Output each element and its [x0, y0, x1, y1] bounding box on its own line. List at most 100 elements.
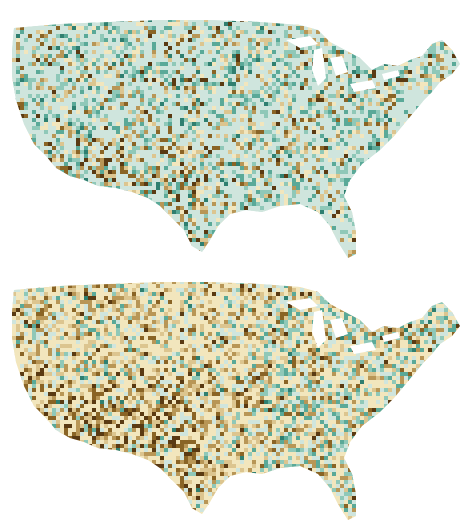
county-cell	[380, 142, 384, 146]
county-cell	[44, 150, 48, 154]
county-cell	[180, 66, 184, 70]
county-cell	[144, 122, 148, 126]
county-cell	[108, 154, 112, 158]
county-cell	[408, 106, 412, 110]
county-cell	[424, 118, 432, 122]
county-cell	[416, 66, 420, 70]
county-cell	[48, 22, 52, 26]
county-cell	[20, 82, 24, 86]
county-cell	[52, 126, 56, 130]
county-cell	[432, 154, 436, 158]
county-cell	[220, 174, 224, 178]
county-cell	[228, 58, 232, 62]
county-cell	[332, 22, 336, 26]
county-cell	[112, 170, 116, 174]
county-cell	[36, 190, 40, 198]
county-cell	[248, 78, 252, 82]
county-cell	[112, 114, 116, 118]
county-cell	[20, 22, 24, 26]
county-cell	[24, 186, 28, 190]
county-cell	[456, 142, 460, 146]
county-cell	[192, 134, 196, 138]
county-cell	[244, 102, 248, 106]
county-cell	[60, 178, 64, 182]
county-cell	[232, 102, 236, 106]
county-cell	[204, 154, 208, 158]
county-cell	[412, 174, 416, 178]
county-cell	[404, 26, 412, 34]
county-cell	[416, 42, 420, 46]
county-cell	[52, 30, 56, 34]
county-cell	[188, 20, 192, 22]
county-cell	[76, 110, 80, 114]
county-cell	[380, 102, 384, 106]
county-cell	[28, 122, 32, 126]
county-cell	[296, 22, 300, 26]
county-cell	[264, 118, 268, 122]
county-cell	[144, 118, 148, 122]
county-cell	[28, 162, 32, 166]
county-cell	[440, 166, 444, 170]
county-cell	[112, 20, 116, 22]
county-cell	[168, 66, 172, 70]
county-cell	[324, 154, 328, 158]
county-cell	[136, 186, 140, 190]
county-cell	[28, 166, 32, 170]
county-cell	[232, 86, 236, 90]
county-cell	[368, 162, 372, 166]
county-cell	[296, 74, 300, 78]
county-cell	[440, 134, 444, 138]
county-cell	[312, 146, 316, 150]
county-cell	[268, 46, 272, 50]
county-cell	[256, 54, 260, 58]
county-cell	[60, 166, 64, 170]
county-cell	[68, 70, 72, 74]
county-cell	[296, 46, 300, 50]
county-cell	[12, 98, 16, 102]
county-cell	[104, 74, 108, 78]
county-cell	[272, 134, 276, 138]
county-cell	[160, 102, 164, 106]
county-cell	[340, 162, 344, 166]
county-cell	[56, 50, 60, 54]
county-cell	[312, 106, 316, 110]
county-cell	[256, 78, 260, 82]
county-cell	[416, 138, 424, 142]
county-cell	[144, 78, 148, 82]
county-cell	[232, 46, 236, 50]
county-cell	[276, 30, 280, 34]
county-cell	[124, 186, 128, 190]
county-cell	[448, 154, 452, 158]
county-cell	[84, 142, 88, 146]
county-cell	[416, 46, 420, 50]
county-cell	[404, 142, 412, 150]
county-cell	[160, 114, 164, 118]
county-cell	[64, 186, 68, 194]
county-cell	[252, 162, 256, 166]
county-cell	[192, 106, 196, 110]
county-cell	[32, 150, 36, 154]
county-cell	[156, 158, 160, 162]
county-cell	[8, 58, 12, 62]
county-cell	[172, 78, 176, 82]
county-cell	[112, 54, 116, 58]
county-cell	[252, 30, 256, 34]
county-cell	[44, 138, 48, 142]
county-cell	[184, 162, 188, 166]
county-cell	[252, 22, 256, 26]
county-cell	[404, 186, 408, 190]
county-cell	[188, 138, 192, 142]
county-cell	[44, 94, 48, 98]
county-cell	[24, 190, 32, 198]
county-cell	[100, 90, 104, 94]
county-cell	[164, 190, 168, 194]
county-cell	[32, 110, 36, 114]
county-cell	[448, 102, 452, 106]
county-cell	[404, 78, 408, 82]
county-cell	[120, 94, 124, 98]
county-cell	[148, 174, 152, 178]
county-cell	[44, 170, 52, 178]
county-cell	[240, 186, 244, 190]
county-cell	[36, 138, 40, 142]
county-cell	[228, 126, 232, 130]
